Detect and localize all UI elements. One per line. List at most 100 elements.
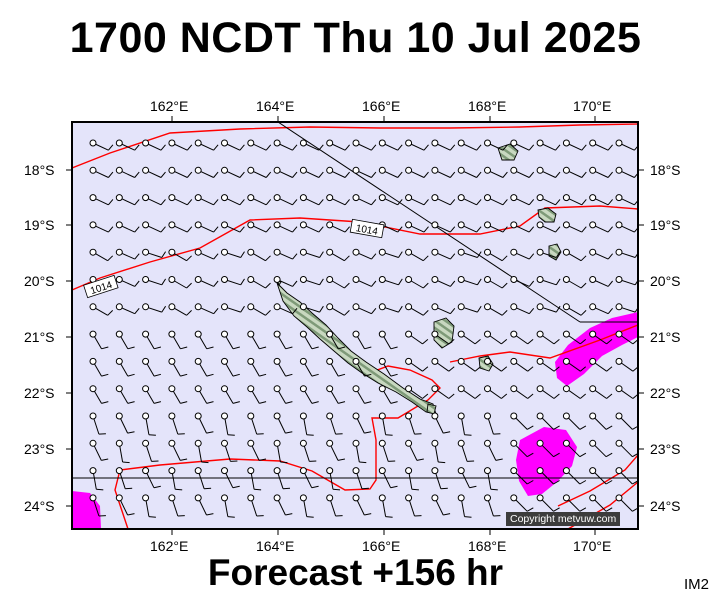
- wind-barb-feather: [344, 310, 350, 316]
- wind-barb-feather: [501, 282, 508, 289]
- wind-barb-station: [484, 439, 491, 447]
- wind-barb-feather: [555, 144, 561, 151]
- wind-barb-feather: [180, 458, 188, 461]
- wind-barb-feather: [265, 255, 271, 262]
- wind-barb-station: [194, 357, 202, 365]
- wind-barb-station: [194, 494, 202, 502]
- wind-barb-feather: [606, 366, 613, 372]
- wind-barb-station: [326, 303, 334, 311]
- wind-barb-station: [194, 385, 202, 393]
- wind-barb-feather: [180, 373, 188, 377]
- wind-barb-station: [299, 330, 307, 338]
- wind-barb-station: [405, 276, 413, 283]
- wind-barb-station: [484, 330, 491, 338]
- wind-barb-feather: [605, 507, 613, 512]
- wind-barb-feather: [606, 339, 613, 345]
- wind-barb-feather: [438, 461, 446, 464]
- wind-barb-station: [221, 385, 228, 393]
- lat-label-left-20: 20°S: [24, 273, 55, 289]
- wind-barb-feather: [306, 434, 314, 436]
- wind-barb-station: [168, 166, 176, 174]
- wind-barb-station: [247, 357, 255, 365]
- wind-barb-station: [405, 330, 413, 338]
- wind-barb-station: [247, 194, 255, 202]
- wind-barb-feather: [213, 171, 219, 178]
- wind-barb-station: [142, 494, 150, 502]
- wind-barb-feather: [634, 226, 638, 233]
- wind-barb-feather: [265, 144, 272, 151]
- wind-barb-station: [221, 439, 228, 447]
- wind-barb-feather: [359, 461, 367, 464]
- wind-barb-station: [299, 439, 307, 447]
- wind-barb-station: [431, 166, 439, 174]
- wind-barb-station: [510, 439, 518, 447]
- wind-barb-feather: [526, 507, 534, 512]
- wind-barb-station: [431, 303, 439, 311]
- wind-barb-station: [457, 221, 465, 229]
- wind-barb-station: [299, 385, 307, 393]
- wind-barb-feather: [127, 346, 135, 350]
- wind-barb-station: [562, 276, 570, 283]
- wind-barb-feather: [527, 339, 534, 345]
- wind-barb-station: [615, 221, 623, 229]
- wind-barb-station: [457, 194, 465, 202]
- wind-barb-feather: [364, 346, 372, 350]
- wind-barb-feather: [213, 144, 219, 151]
- wind-barb-station: [536, 330, 544, 338]
- wind-barb-station: [352, 276, 360, 283]
- wind-barb-station: [299, 412, 307, 420]
- wind-barb-station: [562, 303, 570, 311]
- wind-barb-feather: [127, 513, 135, 516]
- wind-barb-station: [273, 248, 281, 256]
- wind-barb-feather: [254, 488, 262, 491]
- wind-barb-feather: [490, 488, 498, 491]
- wind-barb-feather: [476, 251, 482, 258]
- wind-barb-station: [299, 248, 307, 256]
- wind-barb-station: [326, 467, 334, 475]
- wind-barb-feather: [579, 366, 587, 372]
- wind-barb-feather: [528, 199, 535, 206]
- wind-barb-station: [431, 412, 439, 420]
- wind-barb-station: [562, 494, 570, 502]
- wind-barb-station: [378, 439, 386, 447]
- wind-barb-feather: [581, 171, 587, 178]
- wind-barb-station: [431, 357, 439, 365]
- copyright-notice: Copyright metvuw.com: [506, 512, 621, 526]
- wind-barb-station: [221, 412, 228, 420]
- wind-barb-feather: [581, 226, 587, 233]
- wind-barb-station: [484, 467, 491, 475]
- lat-label-left-18: 18°S: [24, 162, 55, 178]
- wind-barb-feather: [423, 171, 429, 178]
- wind-barb-feather: [527, 393, 534, 399]
- wind-barb-feather: [213, 253, 219, 260]
- wind-barb-station: [615, 412, 623, 420]
- wind-barb-station: [352, 494, 360, 502]
- wind-barb-feather: [555, 278, 561, 286]
- wind-barb-feather: [280, 461, 288, 464]
- wind-barb-station: [431, 385, 439, 393]
- wind-barb-feather: [175, 488, 183, 491]
- wind-barb-station: [484, 166, 491, 174]
- wind-barb-feather: [476, 199, 482, 206]
- wind-barb-station: [352, 303, 360, 311]
- wind-barb-feather: [501, 339, 508, 345]
- wind-barb-station: [194, 248, 202, 256]
- wind-barb-feather: [450, 280, 456, 287]
- wind-barb-feather: [398, 278, 403, 286]
- wind-barb-feather: [134, 253, 140, 260]
- wind-barb-feather: [397, 144, 403, 151]
- lon-label-top-170: 170°E: [573, 98, 612, 114]
- wind-barb-feather: [605, 480, 613, 485]
- wind-barb-station: [536, 385, 544, 393]
- wind-barb-station: [326, 357, 334, 365]
- wind-barb-feather: [311, 346, 319, 350]
- wind-barb-station: [142, 303, 150, 311]
- wind-barb-feather: [239, 199, 245, 206]
- wind-barb-feather: [292, 307, 298, 315]
- wind-barb-feather: [364, 373, 372, 377]
- wind-barb-station: [510, 139, 518, 147]
- wind-barb-station: [115, 412, 123, 420]
- wind-barb-station: [352, 248, 360, 256]
- wind-barb-station: [89, 467, 97, 475]
